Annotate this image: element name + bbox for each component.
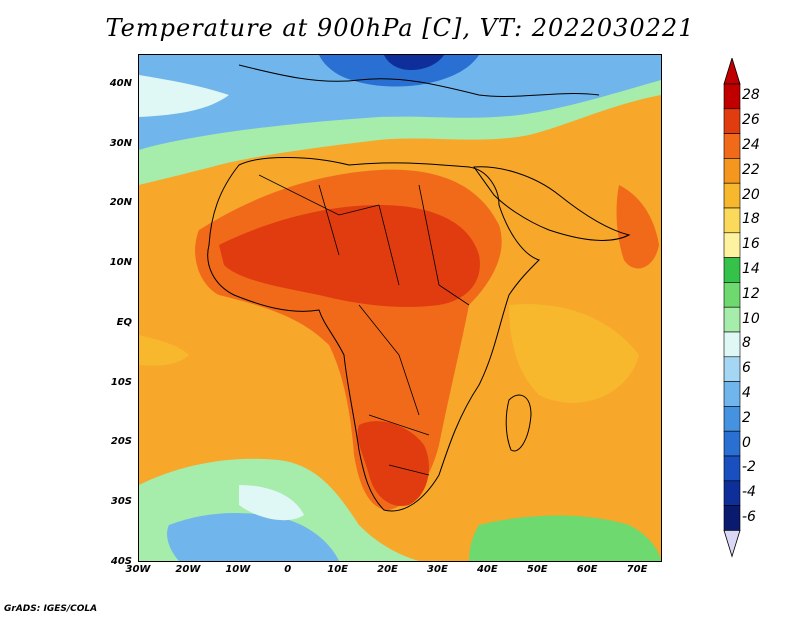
lat-tick-label: 20N — [109, 197, 132, 209]
lat-tick-label: 20S — [110, 436, 132, 448]
lat-tick-label: 10S — [110, 376, 132, 388]
colorbar-bottom-arrow — [723, 529, 741, 558]
lat-tick-label: 30S — [110, 496, 132, 508]
lat-tick-label: 30N — [109, 137, 132, 149]
colorbar-level-label: -6 — [742, 509, 756, 525]
mild-patch-atlantic — [139, 335, 189, 366]
colorbar-swatch — [723, 430, 741, 457]
temperature-map — [138, 54, 662, 562]
colorbar-level-label: 2 — [742, 409, 751, 426]
lon-tick-label: 40E — [476, 564, 498, 575]
colorbar-level-label: 8 — [742, 335, 751, 352]
warm-region-arabian-sea — [616, 185, 659, 269]
map-title: Temperature at 900hPa [C], VT: 202203022… — [105, 14, 695, 42]
colorbar-level-label: 10 — [742, 310, 760, 327]
colorbar-swatch — [723, 158, 741, 184]
cool-patch-south-atlantic — [239, 485, 304, 521]
colorbar-swatch — [723, 480, 741, 506]
cold-band-north — [139, 55, 661, 150]
cold-band-south — [167, 513, 339, 561]
footer-credit: GrADS: IGES/COLA — [4, 604, 98, 614]
lon-tick-label: 60E — [576, 564, 598, 575]
lat-tick-label: 40S — [110, 556, 132, 567]
colorbar-level-label: 22 — [742, 161, 760, 178]
colorbar-swatch — [723, 133, 741, 159]
lon-tick-label: 10E — [327, 564, 348, 575]
lat-tick-label: 10N — [109, 257, 132, 269]
colorbar-level-label: 24 — [742, 137, 760, 153]
colorbar-level-label: -4 — [742, 484, 756, 501]
map-field — [139, 55, 661, 561]
colorbar — [723, 58, 741, 558]
colorbar-level-label: -2 — [742, 459, 756, 476]
lon-tick-label: 70E — [626, 564, 648, 575]
colorbar-level-label: 6 — [742, 360, 751, 377]
colorbar-level-label: 28 — [742, 87, 760, 104]
colorbar-level-label: 4 — [742, 385, 751, 401]
colorbar-swatch — [723, 356, 741, 382]
hot-region-south — [357, 421, 429, 506]
mild-patch-indian-ocean — [509, 304, 639, 403]
colorbar-swatch — [723, 108, 741, 134]
colorbar-level-label: 12 — [742, 285, 760, 302]
lon-tick-label: 30E — [427, 564, 448, 575]
lon-tick-label: 10W — [225, 564, 251, 575]
colorbar-top-arrow — [723, 58, 741, 85]
colorbar-level-label: 16 — [742, 236, 760, 253]
madagascar-coastline — [505, 394, 532, 452]
colorbar-swatch — [723, 282, 741, 308]
colorbar-swatch — [723, 505, 741, 531]
lon-tick-label: 50E — [526, 564, 548, 575]
colorbar-swatch — [723, 257, 741, 283]
coldest-core-north — [384, 55, 444, 70]
colorbar-level-label: 18 — [742, 211, 760, 228]
arabia-coastline — [473, 166, 631, 241]
hot-region-sahel — [219, 205, 480, 307]
lon-tick-label: 30W — [125, 564, 151, 575]
cool-band-southeast — [469, 515, 661, 561]
colorbar-swatch — [723, 455, 741, 482]
colorbar-swatch — [723, 306, 741, 333]
lat-tick-label: 40N — [109, 77, 132, 89]
cold-core-north — [319, 55, 479, 87]
lon-tick-label: 20W — [175, 564, 201, 575]
country-borders — [258, 174, 470, 476]
colorbar-level-label: 0 — [742, 434, 751, 451]
lon-tick-label: 0 — [284, 564, 292, 575]
africa-coastline — [207, 157, 540, 512]
colorbar-level-label: 20 — [742, 186, 760, 203]
cool-patch-northwest — [139, 75, 229, 117]
colorbar-swatch — [723, 232, 741, 258]
colorbar-swatch — [723, 207, 741, 234]
lon-tick-label: 20E — [377, 564, 398, 575]
colorbar-level-label: 26 — [742, 112, 760, 129]
colorbar-swatch — [723, 331, 741, 358]
europe-coastline — [238, 64, 600, 97]
colorbar-swatch — [723, 381, 741, 407]
lat-tick-label: EQ — [116, 316, 132, 328]
colorbar-level-label: 14 — [742, 261, 760, 277]
colorbar-swatch — [723, 83, 741, 110]
colorbar-swatch — [723, 182, 741, 209]
colorbar-swatch — [723, 406, 741, 432]
